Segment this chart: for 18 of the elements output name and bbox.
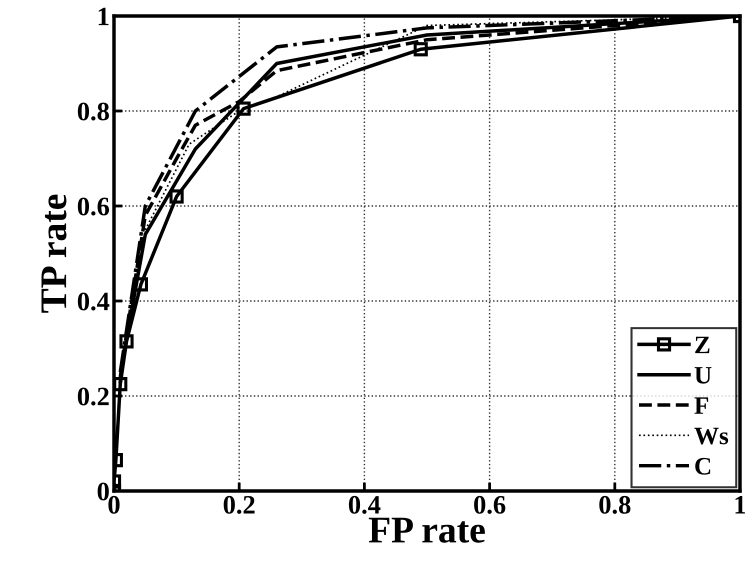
y-tick-label: 0.4	[78, 292, 110, 311]
y-tick-label: 0	[98, 482, 109, 500]
x-axis-title: FP rate	[368, 518, 485, 543]
y-axis-title: TP rate	[42, 194, 66, 313]
x-tick-label: 0.4	[348, 496, 380, 514]
y-tick-label: 0.6	[78, 198, 110, 216]
legend-label: U	[694, 367, 712, 384]
x-tick-label: 1	[736, 496, 745, 514]
x-tick-label: 0.2	[224, 496, 255, 514]
legend-label: Ws	[694, 428, 728, 444]
legend-label: F	[694, 397, 708, 414]
y-tick-label: 0.8	[78, 102, 109, 121]
legend-label: C	[695, 458, 710, 475]
legend-label: Z	[695, 336, 710, 354]
x-tick-label: 0.6	[474, 496, 506, 514]
x-tick-label: 0.8	[599, 496, 630, 514]
y-tick-label: 0.2	[78, 388, 109, 406]
y-tick-label: 1	[98, 8, 108, 26]
